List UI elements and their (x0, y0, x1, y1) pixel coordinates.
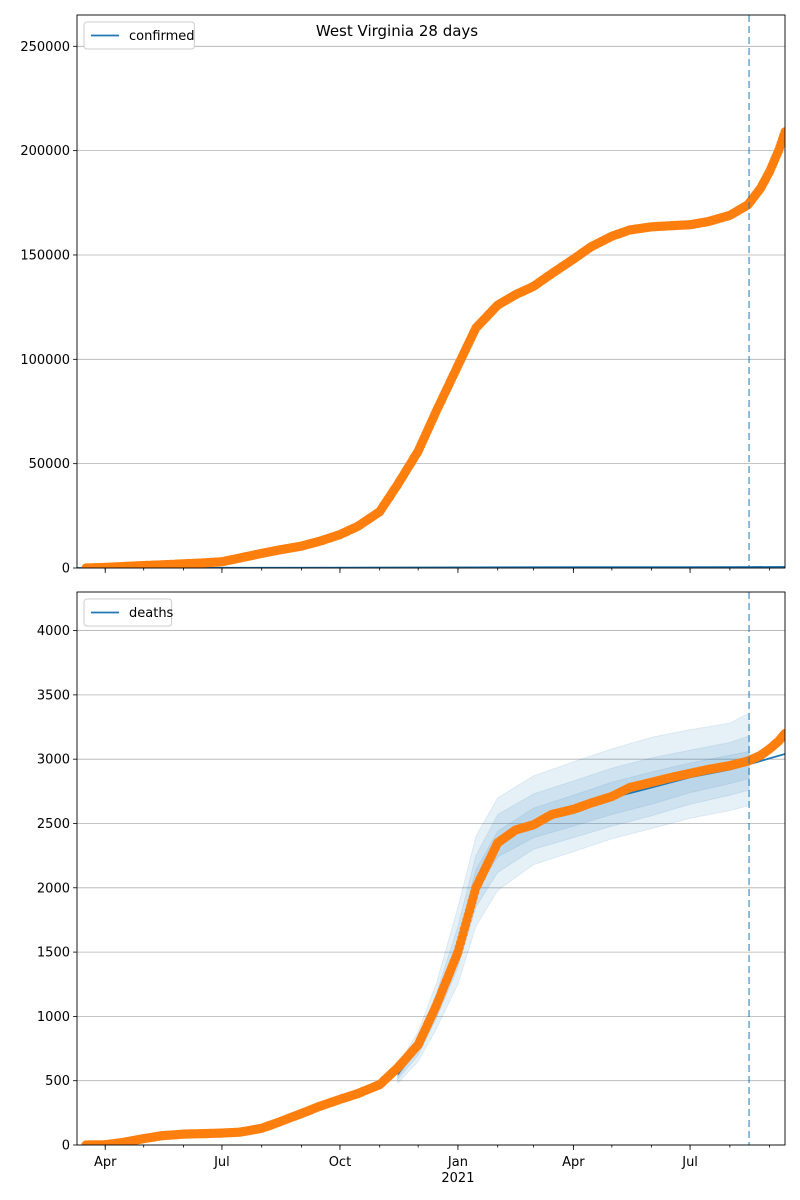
y-tick-label: 3500 (37, 688, 70, 703)
y-tick-label: 1000 (37, 1010, 70, 1025)
y-tick-label: 250000 (20, 40, 70, 55)
chart-panel-1: 0 50000 100000 150000 200000 250000 confirmed W… (20, 14, 786, 577)
y-tick-label: 1500 (37, 946, 70, 961)
y-tick-label: 2500 (37, 817, 70, 832)
legend: confirmed (83, 21, 195, 50)
y-tick-label: 150000 (20, 248, 70, 263)
plot-area (81, 712, 785, 1145)
y-tick-label: 4000 (37, 624, 70, 639)
y-tick-label: 0 (62, 562, 70, 577)
y-tick-label: 2000 (37, 881, 70, 896)
y-tick-label: 0 (62, 1139, 70, 1154)
x-tick-label: Apr (94, 1155, 117, 1170)
y-tick-label: 200000 (20, 144, 70, 159)
legend-label: deaths (129, 606, 174, 621)
chart-title: West Virginia 28 days (316, 22, 478, 40)
legend: deaths (83, 598, 174, 627)
y-tick-label: 50000 (29, 457, 70, 472)
x-tick-label: Oct (329, 1155, 351, 1170)
x-tick-label: Jul (681, 1155, 698, 1170)
chart-panel-2: 0 500 1000 1500 2000 2500 3000 3500 4000 Apr Jul Oc… (37, 591, 786, 1186)
axes-frame (76, 14, 786, 569)
y-tick-label: 3000 (37, 753, 70, 768)
x-tick-label: Jan (447, 1155, 468, 1170)
axes-frame (76, 591, 786, 1146)
legend-box (83, 598, 173, 627)
y-tick-label: 100000 (20, 353, 70, 368)
observed-markers (81, 728, 785, 1145)
plot-area (77, 127, 785, 568)
legend-label: confirmed (129, 29, 195, 44)
x-year-label: 2021 (441, 1171, 474, 1186)
x-tick-label: Apr (562, 1155, 585, 1170)
x-tick-label: Jul (213, 1155, 230, 1170)
observed-point (780, 127, 785, 137)
observed-markers (81, 127, 785, 568)
legend-box (83, 21, 195, 50)
observed-point (780, 728, 785, 739)
y-tick-label: 500 (45, 1074, 70, 1089)
